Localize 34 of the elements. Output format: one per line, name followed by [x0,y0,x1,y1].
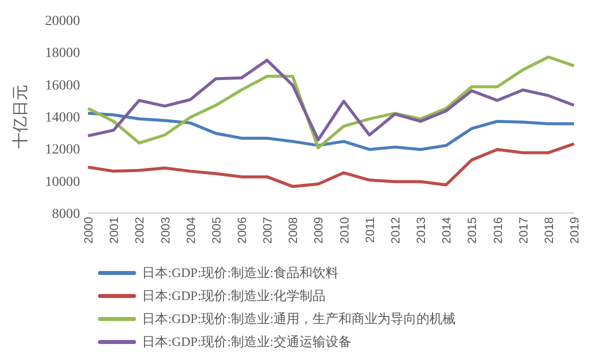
x-tick-label: 2014 [440,216,454,244]
y-tick-label: 20000 [45,14,80,29]
legend-label: 日本:GDP:现价:制造业:化学制品 [142,286,326,304]
x-tick-label: 2015 [465,216,480,244]
y-tick-label: 10000 [45,174,80,190]
y-tick-label: 12000 [45,142,80,158]
y-tick-label: 8000 [52,206,80,222]
x-tick-label: 2005 [209,216,224,244]
x-tick-label: 2016 [490,216,505,244]
x-tick-label: 2000 [82,216,96,244]
legend-label: 日本:GDP:现价:制造业:交通运输设备 [142,332,352,350]
x-tick-label: 2006 [234,216,249,244]
x-tick-label: 2007 [260,216,275,244]
x-tick-label: 2003 [158,216,172,244]
y-tick-label: 16000 [45,78,80,94]
y-tick-label: 14000 [45,110,80,126]
x-tick-label: 2018 [542,216,556,244]
x-tick-label: 2001 [107,216,122,244]
x-tick-label: 2011 [362,216,377,243]
x-tick-label: 2017 [516,216,530,244]
y-axis-title: 十亿日元 [12,84,30,148]
x-tick-label: 2004 [184,216,198,244]
legend-label: 日本:GDP:现价:制造业:通用，生产和商业为导向的机械 [142,310,456,328]
y-tick-label: 18000 [45,46,80,62]
x-tick-label: 2012 [388,216,402,244]
x-tick-label: 2013 [414,216,428,244]
x-tick-label: 2010 [337,216,352,244]
line-series [86,142,576,188]
x-tick-label: 2019 [568,216,582,244]
x-tick-label: 2009 [312,216,326,244]
legend-label: 日本:GDP:现价:制造业:食品和饮料 [142,264,338,282]
line-series [86,112,576,151]
x-tick-label: 2008 [286,216,300,244]
x-tick-label: 2002 [132,216,147,244]
